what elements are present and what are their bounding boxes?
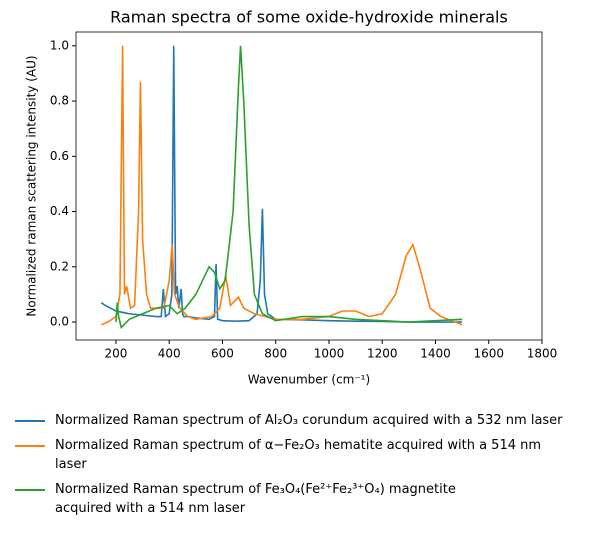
- y-axis-label: Normalized raman scattering intensity (A…: [25, 55, 39, 316]
- x-tick-label: 1200: [367, 347, 398, 361]
- series-line: [100, 45, 463, 323]
- x-axis-label: Wavenumber (cm⁻¹): [248, 373, 370, 387]
- x-tick-label: 800: [264, 347, 287, 361]
- y-tick-label: 0.2: [50, 259, 69, 273]
- legend-swatch: [15, 420, 45, 422]
- y-tick-label: 1.0: [50, 38, 69, 52]
- legend-swatch: [15, 445, 45, 447]
- y-tick-label: 0.4: [50, 204, 69, 218]
- legend-label: Normalized Raman spectrum of Fe₃O₄(Fe²⁺F…: [55, 482, 456, 516]
- chart-title: Raman spectra of some oxide-hydroxide mi…: [110, 8, 508, 27]
- x-tick-label: 600: [211, 347, 234, 361]
- series-line: [115, 45, 463, 330]
- x-tick-label: 200: [104, 347, 127, 361]
- x-tick-label: 1800: [527, 347, 558, 361]
- chart: Raman spectra of some oxide-hydroxide mi…: [25, 8, 558, 387]
- legend-label: Normalized Raman spectrum of Al₂O₃ corun…: [55, 413, 563, 428]
- y-tick-label: 0.0: [50, 315, 69, 329]
- y-tick-label: 0.8: [50, 94, 69, 108]
- series-line: [100, 45, 463, 326]
- x-tick-label: 400: [158, 347, 181, 361]
- x-tick-label: 1600: [473, 347, 504, 361]
- x-tick-label: 1400: [420, 347, 451, 361]
- x-tick-label: 1000: [314, 347, 345, 361]
- legend-label: Normalized Raman spectrum of α−Fe₂O₃ hem…: [55, 438, 542, 472]
- plot-frame: [75, 31, 543, 341]
- y-tick-label: 0.6: [50, 149, 69, 163]
- legend-swatch: [15, 489, 45, 491]
